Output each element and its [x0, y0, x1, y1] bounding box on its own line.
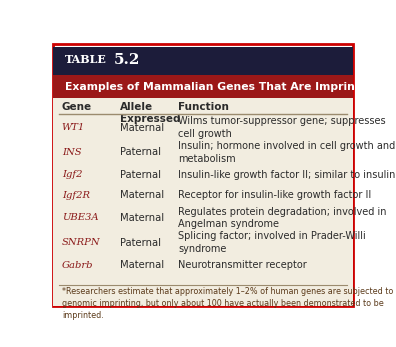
Text: Splicing factor; involved in Prader-Willi
syndrome: Splicing factor; involved in Prader-Will…	[178, 231, 366, 254]
Text: Insulin; hormone involved in cell growth and
metabolism: Insulin; hormone involved in cell growth…	[178, 141, 396, 164]
Text: TABLE: TABLE	[65, 54, 107, 65]
Text: Neurotransmitter receptor: Neurotransmitter receptor	[178, 260, 307, 270]
FancyBboxPatch shape	[53, 286, 353, 306]
Text: SNRPN: SNRPN	[62, 238, 101, 247]
Text: Paternal: Paternal	[120, 170, 161, 180]
Text: Gene: Gene	[62, 102, 92, 112]
Text: Examples of Mammalian Genes That Are Imprinted*: Examples of Mammalian Genes That Are Imp…	[65, 82, 381, 92]
Text: Maternal: Maternal	[120, 123, 164, 133]
Text: *Researchers estimate that approximately 1–2% of human genes are subjected to
ge: *Researchers estimate that approximately…	[62, 287, 393, 320]
Text: Gabrb: Gabrb	[62, 261, 93, 270]
Text: Receptor for insulin-like growth factor II: Receptor for insulin-like growth factor …	[178, 191, 372, 201]
Text: WT1: WT1	[62, 123, 85, 132]
Text: UBE3A: UBE3A	[62, 213, 98, 222]
Text: Paternal: Paternal	[120, 238, 161, 247]
Text: Paternal: Paternal	[120, 147, 161, 157]
Text: INS: INS	[62, 148, 82, 157]
Text: Igf2R: Igf2R	[62, 191, 90, 200]
Text: Wilms tumor-suppressor gene; suppresses
cell growth: Wilms tumor-suppressor gene; suppresses …	[178, 116, 386, 139]
Text: Maternal: Maternal	[120, 213, 164, 223]
FancyBboxPatch shape	[53, 75, 353, 98]
Text: 5.2: 5.2	[114, 53, 140, 67]
Text: Function: Function	[178, 102, 229, 112]
FancyBboxPatch shape	[53, 44, 353, 306]
Text: Insulin-like growth factor II; similar to insulin: Insulin-like growth factor II; similar t…	[178, 170, 396, 180]
Text: Maternal: Maternal	[120, 260, 164, 270]
Text: Igf2: Igf2	[62, 170, 82, 179]
FancyBboxPatch shape	[53, 98, 353, 286]
Text: Regulates protein degradation; involved in
Angelman syndrome: Regulates protein degradation; involved …	[178, 206, 387, 229]
Text: Maternal: Maternal	[120, 191, 164, 201]
Text: Allele
Expressed: Allele Expressed	[120, 102, 181, 124]
FancyBboxPatch shape	[53, 47, 353, 75]
